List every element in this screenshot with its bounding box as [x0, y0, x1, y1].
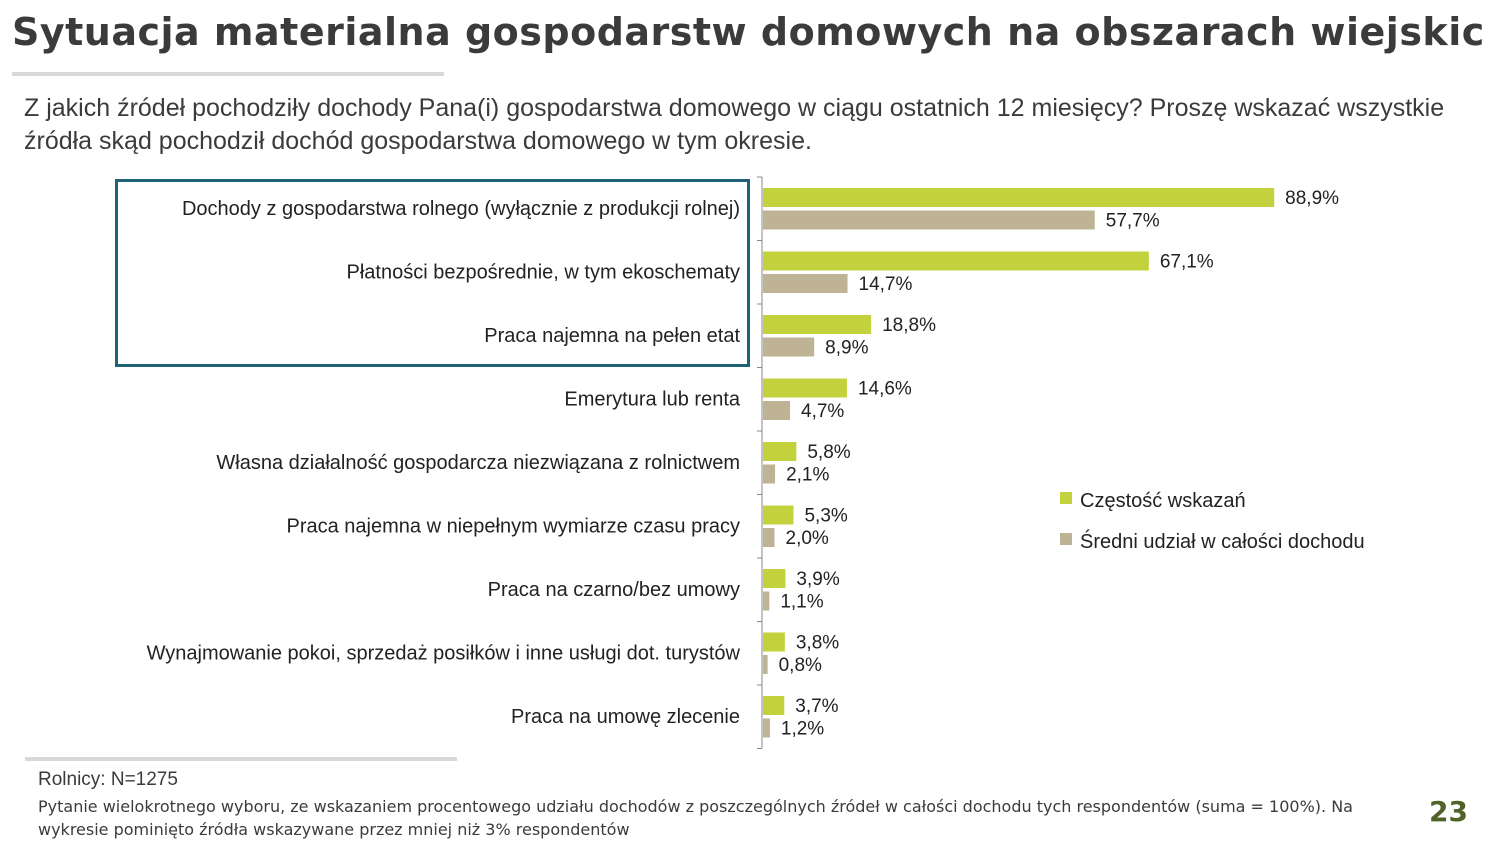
highlight-box [115, 179, 750, 367]
footer-rule [25, 757, 457, 761]
data-label: 14,7% [859, 274, 913, 295]
category-label: Praca na umowę zlecenie [511, 706, 740, 728]
page-number: 23 [1429, 795, 1468, 828]
data-label: 5,8% [807, 442, 850, 463]
bar-frequency [763, 505, 794, 525]
category-label: Wynajmowanie pokoi, sprzedaż posiłków i … [147, 643, 741, 665]
data-label: 3,8% [796, 633, 839, 654]
category-label: Płatności bezpośrednie, w tym ekoschemat… [346, 262, 740, 284]
category-label: Dochody z gospodarstwa rolnego (wyłączni… [182, 198, 740, 220]
bar-frequency [763, 569, 786, 588]
legend-label: Średni udział w całości dochodu [1080, 529, 1365, 553]
category-label: Praca na czarno/bez umowy [488, 579, 740, 601]
data-label: 4,7% [801, 401, 844, 422]
legend-swatch-frequency [1060, 492, 1072, 504]
bar-share [763, 337, 815, 357]
method-note: Pytanie wielokrotnego wyboru, ze wskazan… [38, 797, 1353, 839]
data-label: 67,1% [1160, 252, 1214, 273]
data-label: 57,7% [1106, 211, 1160, 232]
bar-frequency [763, 696, 785, 715]
data-label: 88,9% [1285, 188, 1339, 209]
category-label: Praca najemna w niepełnym wymiarze czasu… [286, 516, 740, 538]
data-label: 3,9% [796, 569, 839, 590]
data-label: 1,1% [780, 592, 823, 613]
legend-label: Częstość wskazań [1080, 490, 1246, 512]
bar-share [763, 655, 768, 674]
category-label: Emerytura lub renta [564, 389, 741, 411]
data-label: 0,8% [779, 655, 822, 676]
category-label: Własna działalność gospodarcza niezwiąza… [216, 452, 740, 474]
bar-frequency [763, 378, 847, 398]
data-label: 1,2% [781, 719, 824, 740]
bar-share [763, 401, 791, 420]
sample-note: Rolnicy: N=1275 [38, 769, 178, 790]
bar-frequency [763, 442, 797, 461]
bar-frequency [763, 632, 785, 652]
bar-frequency [763, 188, 1275, 207]
bar-share [763, 528, 775, 547]
category-label: Praca najemna na pełen etat [484, 325, 740, 347]
bar-share [763, 718, 770, 738]
data-label: 5,3% [804, 506, 847, 527]
data-label: 8,9% [825, 338, 868, 359]
bar-share [763, 591, 770, 611]
bar-share [763, 274, 848, 293]
data-label: 2,1% [786, 465, 829, 486]
data-label: 3,7% [795, 696, 838, 717]
legend-swatch-share [1060, 533, 1072, 545]
slide-title: Sytuacja materialna gospodarstw domowych… [12, 10, 1486, 54]
bar-share [763, 464, 776, 484]
bar-frequency [763, 315, 872, 334]
data-label: 2,0% [786, 528, 829, 549]
bar-frequency [763, 251, 1149, 271]
data-label: 18,8% [882, 315, 936, 336]
survey-question: Z jakich źródeł pochodziły dochody Pana(… [24, 94, 1445, 155]
bar-share [763, 210, 1095, 230]
title-underline [12, 72, 444, 76]
data-label: 14,6% [858, 379, 912, 400]
